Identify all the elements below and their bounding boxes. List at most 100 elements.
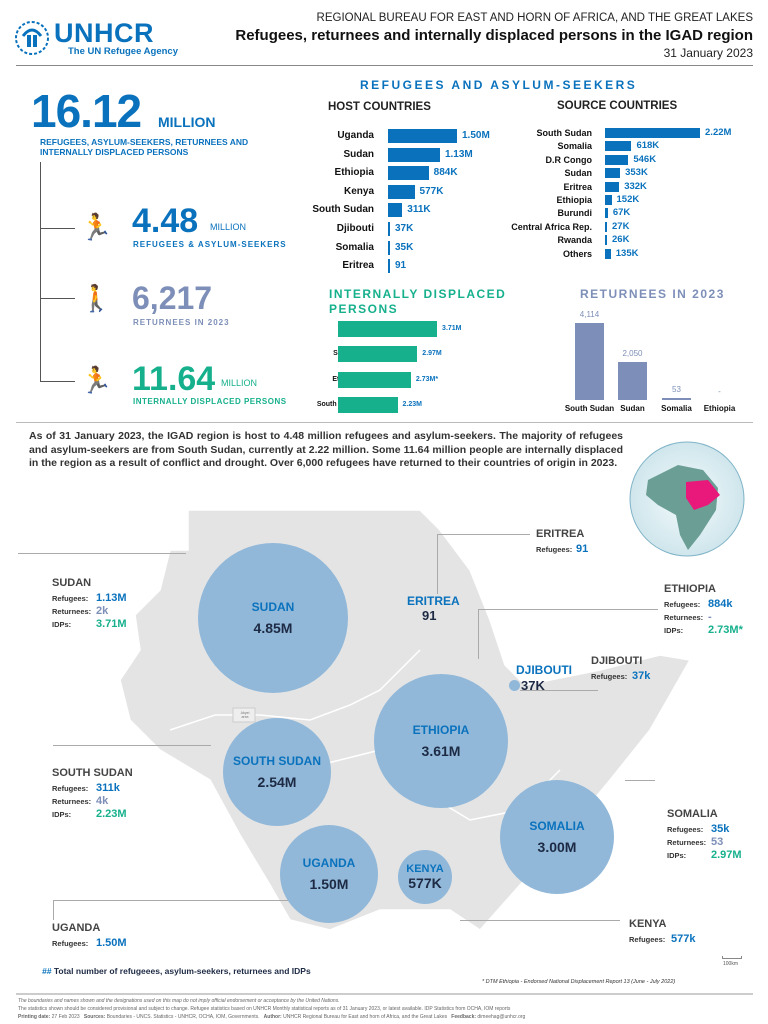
leader-line — [437, 534, 438, 594]
refugees-key: Refugees: — [629, 935, 666, 944]
returnees-key: Returnees: — [667, 838, 707, 847]
returnee-category-label: Sudan — [620, 404, 645, 413]
circle-name: SOMALIA — [529, 819, 585, 833]
source-countries-title: SOURCE COUNTRIES — [557, 100, 678, 112]
bar-somalia — [388, 240, 390, 255]
refugees-value: 35k — [711, 823, 730, 835]
somalia-panel: SOMALIA Refugees: 35k Returnees: 53 IDPs: 2… — [667, 808, 742, 862]
idps-key: IDPs: — [52, 620, 72, 629]
bar-category-label: Central Africa Rep. — [511, 221, 592, 232]
returnee-category-label: Somalia — [661, 404, 692, 413]
panel-title: SOUTH SUDAN — [52, 767, 133, 779]
bar-central-africa-rep- — [605, 221, 607, 232]
total-label-line1: REFUGEES, ASYLUM-SEEKERS, RETURNEES AND — [40, 137, 249, 147]
section-divider — [16, 422, 753, 423]
djibouti-panel: DJIBOUTI Refugees: 37k — [591, 655, 650, 683]
refugees-number: 4.48 — [132, 202, 199, 240]
bureau-name: REGIONAL BUREAU FOR EAST AND HORN OF AFR… — [316, 12, 753, 24]
kenya-circle[interactable]: KENYA 577K — [398, 850, 452, 904]
returnees-value: - — [708, 611, 712, 623]
leader-line — [437, 534, 530, 535]
returnees-key: Returnees: — [664, 613, 704, 622]
returnee-value-label: - — [718, 387, 721, 396]
bar-value-label: 2.97M — [422, 350, 442, 358]
tree-branch — [40, 298, 75, 299]
panel-title: UGANDA — [52, 922, 101, 934]
returnee-bar-somalia — [662, 398, 691, 400]
bar-sudan — [388, 147, 440, 162]
circle-value: 3.61M — [421, 743, 461, 759]
refugees-key: Refugees: — [52, 784, 89, 793]
bar-value-label: 353K — [625, 167, 648, 179]
djibouti-circle[interactable] — [509, 680, 520, 691]
circle-value: 577K — [408, 875, 442, 891]
bar-category-label: Kenya — [343, 185, 374, 197]
bar-category-label: Rwanda — [557, 235, 592, 246]
unhcr-emblem-icon — [14, 20, 50, 56]
scale-label: 100km — [723, 961, 739, 967]
bar-value-label: 311K — [407, 204, 431, 216]
bar-category-label: Eritrea — [342, 260, 374, 272]
leader-line — [53, 900, 54, 920]
leader-line — [53, 900, 288, 901]
ethiopia-circle[interactable]: ETHIOPIA 3.61M — [374, 674, 508, 808]
somalia-circle[interactable]: SOMALIA 3.00M — [500, 780, 614, 894]
returnee-bar-south-sudan — [575, 323, 604, 400]
bar-value-label: 91 — [395, 260, 407, 272]
south-sudan-circle[interactable]: SOUTH SUDAN 2.54M — [223, 718, 331, 826]
stats-note: The statistics shown should be considere… — [18, 1006, 511, 1012]
idps-value: 2.73M* — [708, 624, 743, 636]
circle-value: 3.00M — [537, 839, 577, 855]
disclaimer: The boundaries and names shown and the d… — [18, 998, 340, 1004]
footnote: * DTM Ethiopia - Endorsed National Displ… — [482, 979, 676, 985]
bar-category-label: Others — [562, 248, 592, 259]
sudan-panel: SUDAN Refugees: 1.13M Returnees: 2k IDPs: 3… — [52, 577, 127, 631]
legend-marker: ## — [42, 966, 52, 976]
refugees-key: Refugees: — [591, 672, 628, 681]
refugees-value: 311k — [96, 782, 120, 794]
logo-subtitle: The UN Refugee Agency — [68, 46, 178, 57]
panel-title: SUDAN — [52, 577, 92, 589]
bar-djibouti — [388, 222, 390, 236]
idp-person-icon: 🏃 — [80, 365, 113, 395]
globe-locator-icon — [628, 440, 746, 558]
printing-date: 27 Feb 2023 — [51, 1014, 80, 1020]
footer-divider — [16, 993, 753, 995]
printing-label: Printing date: — [18, 1014, 51, 1020]
bar-south-sudan — [388, 203, 403, 218]
idps-key: IDPs: — [52, 810, 72, 819]
bar-category-label: Ethiopia — [556, 195, 593, 205]
bar-value-label: 152K — [616, 194, 640, 205]
bar-category-label: South Sudan — [536, 128, 593, 138]
refugees-unit: MILLION — [210, 222, 247, 232]
bar-category-label: Djibouti — [336, 223, 374, 234]
logo-text: UNHCR — [54, 18, 154, 48]
leader-line — [53, 745, 211, 746]
uganda-circle[interactable]: UGANDA 1.50M — [280, 825, 378, 923]
bar-ethiopia — [338, 371, 411, 388]
refugees-key: Refugees: — [52, 594, 89, 603]
bar-eritrea — [388, 259, 390, 274]
bar-d-r-congo — [605, 154, 629, 165]
map-legend: ## Total number of refugeees, asylum-see… — [42, 966, 311, 976]
sudan-circle[interactable]: SUDAN 4.85M — [198, 543, 348, 693]
bar-value-label: 332K — [624, 180, 647, 192]
refugees-key: Refugees: — [52, 939, 89, 948]
returnee-value-label: 53 — [672, 385, 681, 394]
panel-title: SOMALIA — [667, 808, 718, 820]
refugees-key: Refugees: — [667, 825, 704, 834]
bar-value-label: 546K — [633, 153, 657, 165]
idps-label: INTERNALLY DISPLACED PERSONS — [133, 397, 287, 406]
returnee-value-label: 4,114 — [579, 310, 600, 319]
circle-value: 2.54M — [257, 774, 297, 790]
bar-uganda — [388, 129, 457, 143]
south-sudan-panel: SOUTH SUDAN Refugees: 311k Returnees: 4k I… — [52, 767, 133, 821]
refugees-value: 884k — [708, 598, 733, 610]
returnee-category-label: South Sudan — [564, 404, 615, 413]
feedback-email[interactable]: dimeehag@unhcr.org — [477, 1014, 526, 1020]
idps-number: 11.64 — [132, 360, 216, 398]
report-date: 31 January 2023 — [663, 46, 753, 60]
circle-name: ETHIOPIA — [412, 723, 470, 737]
returnees-label: RETURNEES IN 2023 — [133, 318, 230, 327]
abyei-area-box — [232, 707, 256, 723]
